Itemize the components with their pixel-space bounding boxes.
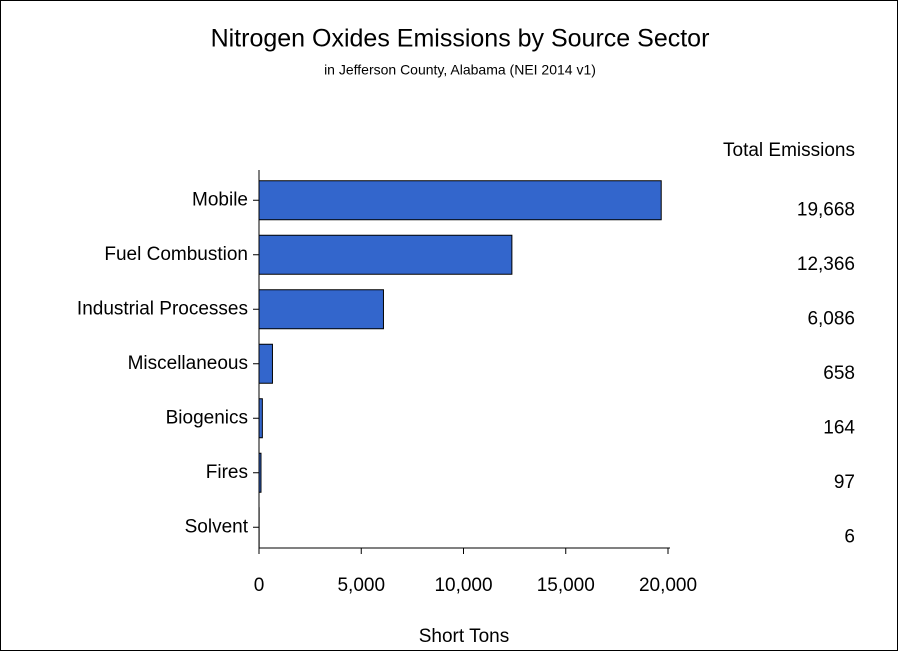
value-label: 6,086 (807, 308, 855, 329)
value-label: 164 (823, 417, 855, 438)
y-tick-label: Industrial Processes (77, 298, 248, 319)
value-label: 658 (823, 363, 855, 384)
bar (258, 452, 262, 493)
bar (258, 289, 384, 330)
chart-subtitle: in Jefferson County, Alabama (NEI 2014 v… (324, 62, 596, 78)
x-tick-label: 20,000 (639, 575, 697, 596)
y-tick-label: Mobile (192, 189, 248, 210)
chart-title: Nitrogen Oxides Emissions by Source Sect… (211, 25, 710, 53)
x-tick-label: 15,000 (537, 575, 595, 596)
y-tick-label: Miscellaneous (128, 353, 248, 374)
y-tick-label: Biogenics (166, 407, 248, 428)
y-tick-label: Fires (206, 462, 248, 483)
x-tick-label: 5,000 (337, 575, 385, 596)
value-column-title: Total Emissions (723, 140, 855, 161)
y-tick-label: Fuel Combustion (104, 244, 248, 265)
x-tick-label: 10,000 (434, 575, 492, 596)
x-tick-label: 0 (254, 575, 265, 596)
bar (258, 398, 263, 439)
value-label: 19,668 (797, 199, 855, 220)
value-label: 12,366 (797, 254, 855, 275)
x-axis-label: Short Tons (419, 626, 509, 647)
bar (258, 343, 273, 384)
value-label: 97 (834, 472, 855, 493)
bar (258, 234, 513, 275)
value-label: 6 (844, 526, 855, 547)
bar (258, 180, 662, 221)
y-tick-label: Solvent (185, 516, 249, 537)
